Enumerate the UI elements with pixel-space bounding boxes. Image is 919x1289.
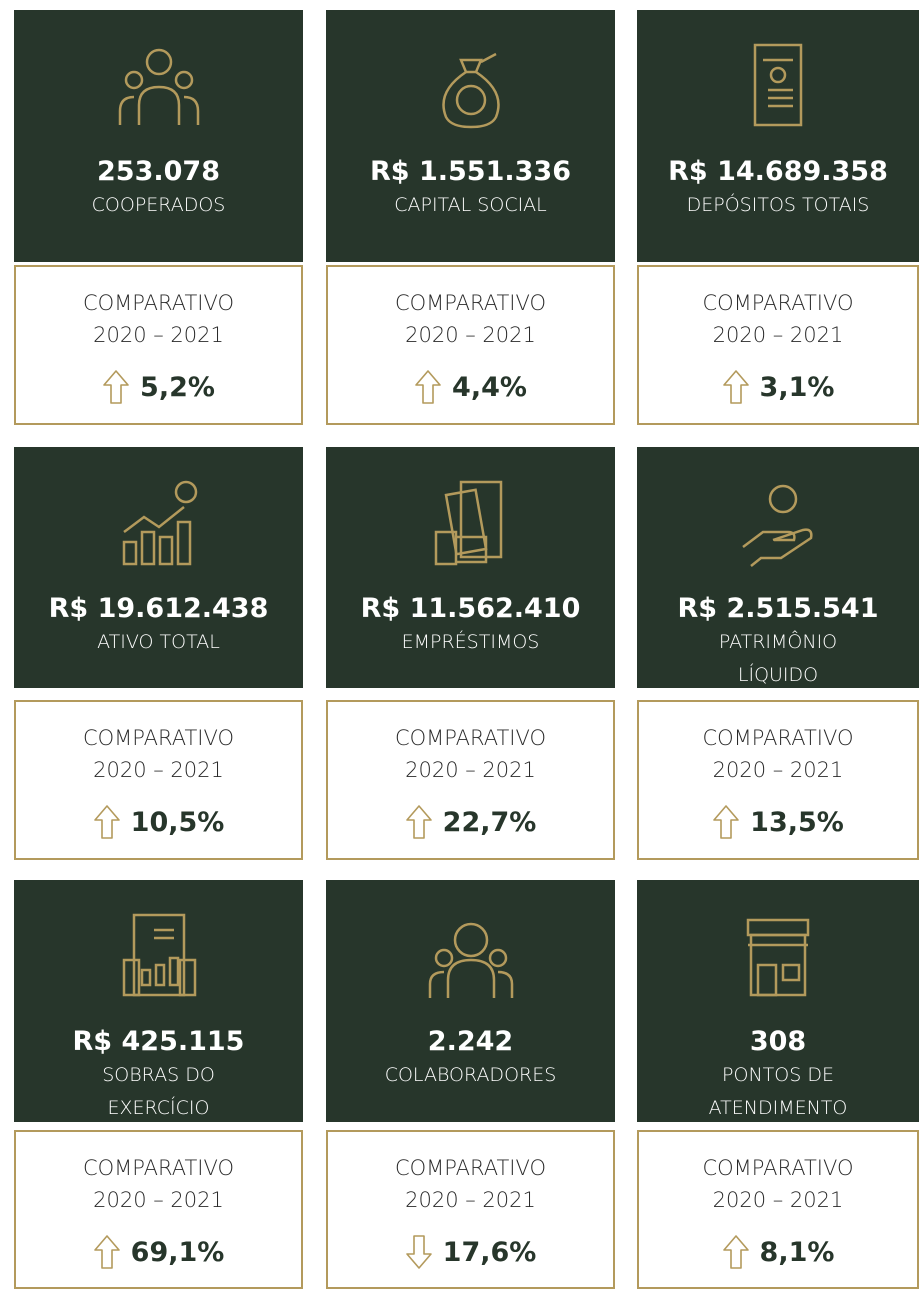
metric-icon bbox=[122, 913, 196, 997]
comparison-title: COMPARATIVO bbox=[702, 1156, 854, 1180]
metric-value: 2.242 bbox=[427, 1026, 514, 1057]
metric-panel: R$ 11.562.410 EMPRÉSTIMOS bbox=[326, 447, 615, 688]
comparison-change: 5,2% bbox=[16, 369, 301, 405]
change-value: 8,1% bbox=[759, 1236, 835, 1268]
comparison-title: COMPARATIVO bbox=[702, 726, 854, 750]
comparison-title: COMPARATIVO bbox=[82, 1156, 235, 1180]
metric-icon bbox=[753, 43, 803, 127]
change-value: 22,7% bbox=[442, 806, 537, 838]
metric-panel: 2.242 COLABORADORES bbox=[326, 880, 615, 1122]
comparison-box: COMPARATIVO 2020 – 2021 8,1% bbox=[637, 1130, 919, 1289]
comparison-box: COMPARATIVO 2020 – 2021 22,7% bbox=[326, 700, 615, 860]
metric-label: ATIVO TOTAL bbox=[97, 631, 220, 653]
metric-label: EXERCÍCIO bbox=[107, 1097, 210, 1119]
change-arrow bbox=[93, 1235, 120, 1269]
metric-label: COLABORADORES bbox=[384, 1064, 557, 1086]
change-arrow bbox=[405, 805, 432, 839]
change-value: 17,6% bbox=[442, 1236, 537, 1268]
metric-panel: R$ 425.115 SOBRAS DO EXERCÍCIO bbox=[14, 880, 303, 1122]
comparison-box: COMPARATIVO 2020 – 2021 17,6% bbox=[326, 1130, 615, 1289]
metric-value: 308 bbox=[749, 1026, 807, 1057]
comparison-change: 17,6% bbox=[328, 1234, 613, 1270]
metric-value: R$ 425.115 bbox=[72, 1026, 245, 1057]
change-arrow bbox=[405, 1235, 432, 1269]
comparison-title: COMPARATIVO bbox=[394, 726, 547, 750]
metric-label: COOPERADOS bbox=[91, 194, 226, 216]
change-arrow bbox=[722, 370, 749, 404]
comparison-change: 4,4% bbox=[328, 369, 613, 405]
comparison-title: COMPARATIVO bbox=[394, 1156, 547, 1180]
comparison-period: 2020 – 2021 bbox=[93, 758, 224, 782]
metric-panel: 308 PONTOS DE ATENDIMENTO bbox=[637, 880, 919, 1122]
metric-panel: R$ 1.551.336 CAPITAL SOCIAL bbox=[326, 10, 615, 262]
metric-icon bbox=[434, 480, 502, 566]
metric-panel: R$ 2.515.541 PATRIMÔNIO LÍQUIDO bbox=[637, 447, 919, 688]
comparison-change: 22,7% bbox=[328, 804, 613, 840]
metric-value: 253.078 bbox=[97, 156, 220, 187]
metric-label: CAPITAL SOCIAL bbox=[394, 194, 547, 216]
metric-icon bbox=[122, 480, 197, 566]
comparison-period: 2020 – 2021 bbox=[405, 1188, 536, 1212]
metric-value: R$ 2.515.541 bbox=[677, 593, 879, 624]
metric-icon bbox=[746, 918, 810, 997]
comparison-period: 2020 – 2021 bbox=[405, 323, 536, 347]
change-value: 13,5% bbox=[750, 806, 844, 838]
metric-label: EMPRÉSTIMOS bbox=[401, 631, 540, 653]
metric-icon bbox=[118, 48, 199, 125]
comparison-change: 13,5% bbox=[639, 804, 917, 840]
metric-label: PATRIMÔNIO bbox=[718, 631, 838, 653]
change-arrow bbox=[415, 370, 441, 404]
comparison-title: COMPARATIVO bbox=[394, 291, 547, 315]
change-arrow bbox=[93, 805, 120, 839]
metric-icon bbox=[441, 52, 500, 129]
metric-label: SOBRAS DO bbox=[102, 1064, 215, 1086]
comparison-box: COMPARATIVO 2020 – 2021 69,1% bbox=[14, 1130, 303, 1289]
metric-label: DEPÓSITOS TOTAIS bbox=[686, 194, 870, 216]
change-value: 69,1% bbox=[130, 1236, 225, 1268]
comparison-box: COMPARATIVO 2020 – 2021 5,2% bbox=[14, 265, 303, 425]
comparison-box: COMPARATIVO 2020 – 2021 13,5% bbox=[637, 700, 919, 860]
comparison-change: 8,1% bbox=[639, 1234, 917, 1270]
metric-panel: 253.078 COOPERADOS bbox=[14, 10, 303, 262]
comparison-period: 2020 – 2021 bbox=[712, 758, 844, 782]
comparison-title: COMPARATIVO bbox=[702, 291, 854, 315]
comparison-box: COMPARATIVO 2020 – 2021 10,5% bbox=[14, 700, 303, 860]
change-value: 4,4% bbox=[452, 371, 527, 403]
comparison-change: 3,1% bbox=[639, 369, 917, 405]
change-value: 5,2% bbox=[140, 371, 215, 403]
metric-value: R$ 19.612.438 bbox=[48, 593, 269, 624]
change-arrow bbox=[103, 370, 129, 404]
metric-value: R$ 11.562.410 bbox=[360, 593, 581, 624]
comparison-change: 10,5% bbox=[16, 804, 301, 840]
comparison-change: 69,1% bbox=[16, 1234, 301, 1270]
metric-panel: R$ 14.689.358 DEPÓSITOS TOTAIS bbox=[637, 10, 919, 262]
comparison-box: COMPARATIVO 2020 – 2021 3,1% bbox=[637, 265, 919, 425]
comparison-title: COMPARATIVO bbox=[82, 291, 235, 315]
metric-value: R$ 1.551.336 bbox=[370, 156, 571, 187]
comparison-period: 2020 – 2021 bbox=[712, 1188, 844, 1212]
metric-icon bbox=[428, 922, 513, 998]
change-arrow bbox=[713, 805, 739, 839]
metric-icon bbox=[742, 484, 813, 567]
change-value: 10,5% bbox=[130, 806, 225, 838]
comparison-period: 2020 – 2021 bbox=[405, 758, 536, 782]
metric-panel: R$ 19.612.438 ATIVO TOTAL bbox=[14, 447, 303, 688]
metric-label: ATENDIMENTO bbox=[708, 1097, 848, 1119]
comparison-period: 2020 – 2021 bbox=[93, 1188, 224, 1212]
change-arrow bbox=[722, 1235, 749, 1269]
comparison-box: COMPARATIVO 2020 – 2021 4,4% bbox=[326, 265, 615, 425]
comparison-period: 2020 – 2021 bbox=[712, 323, 844, 347]
metric-label: LÍQUIDO bbox=[737, 664, 819, 686]
metric-value: R$ 14.689.358 bbox=[668, 156, 888, 187]
metric-label: PONTOS DE bbox=[722, 1064, 834, 1086]
comparison-title: COMPARATIVO bbox=[82, 726, 235, 750]
comparison-period: 2020 – 2021 bbox=[93, 323, 224, 347]
change-value: 3,1% bbox=[759, 371, 835, 403]
